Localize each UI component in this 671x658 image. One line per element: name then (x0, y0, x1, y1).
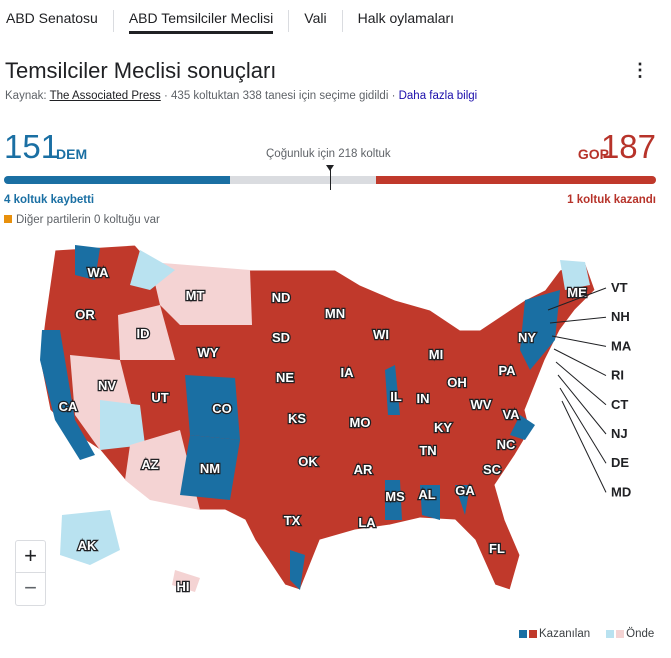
source-line: Kaynak: The Associated Press · 435 koltu… (5, 90, 478, 102)
gop-won-swatch (529, 630, 537, 638)
state-label-tn[interactable]: TN (418, 442, 438, 460)
callout-line-nj (557, 374, 607, 435)
state-label-vt[interactable]: VT (611, 280, 628, 295)
state-label-md[interactable]: MD (611, 484, 631, 499)
state-label-nd[interactable]: ND (270, 289, 291, 307)
state-label-de[interactable]: DE (611, 455, 629, 470)
dem-lead-swatch (606, 630, 615, 638)
state-label-ks[interactable]: KS (287, 410, 308, 428)
state-label-me[interactable]: ME (566, 284, 588, 302)
state-label-tx[interactable]: TX (282, 512, 301, 530)
us-house-map[interactable]: WA OR ID MT WY ND SD NE KS OK TX NM AZ UT CO NV CA MN WI IA… (0, 230, 671, 630)
zoom-in-button[interactable]: + (16, 541, 45, 573)
zoom-out-button[interactable]: − (24, 575, 37, 600)
state-label-ky[interactable]: KY (433, 419, 454, 437)
state-label-ia[interactable]: IA (339, 364, 355, 382)
tab-house[interactable]: ABD Temsilciler Meclisi (114, 10, 290, 34)
state-label-ca[interactable]: CA (57, 398, 79, 416)
state-label-wa[interactable]: WA (86, 264, 110, 282)
tab-ballot-measures[interactable]: Halk oylamaları (357, 10, 455, 26)
state-label-nh[interactable]: NH (611, 309, 630, 324)
state-label-ne[interactable]: NE (275, 369, 296, 387)
state-label-in[interactable]: IN (415, 390, 431, 408)
state-label-mn[interactable]: MN (324, 305, 347, 323)
state-label-al[interactable]: AL (417, 486, 437, 504)
state-label-pa[interactable]: PA (497, 362, 517, 380)
state-label-oh[interactable]: OH (446, 374, 468, 392)
callout-line-ct (555, 361, 607, 406)
state-label-sd[interactable]: SD (271, 329, 292, 347)
state-label-ak[interactable]: AK (76, 537, 98, 555)
dem-label: DEM (56, 146, 88, 162)
state-label-sc[interactable]: SC (482, 461, 503, 479)
state-label-fl[interactable]: FL (488, 540, 506, 558)
race-tabs: ABD Senatosu ABD Temsilciler Meclisi Val… (6, 10, 469, 34)
state-label-mi[interactable]: MI (428, 346, 445, 364)
source-link[interactable]: The Associated Press (49, 90, 161, 102)
dem-bar (4, 176, 231, 184)
state-label-mt[interactable]: MT (184, 287, 205, 305)
map-legend: Kazanılan Önde (519, 628, 654, 640)
state-label-wv[interactable]: WV (469, 396, 493, 414)
state-label-va[interactable]: VA (501, 406, 521, 424)
map-zoom-controls: + − (15, 540, 46, 606)
dem-won-areas (40, 245, 560, 590)
state-label-ms[interactable]: MS (384, 488, 406, 506)
state-label-ma[interactable]: MA (611, 338, 632, 353)
callout-line-ma (551, 335, 607, 347)
state-label-ok[interactable]: OK (297, 453, 320, 471)
state-label-la[interactable]: LA (357, 514, 377, 532)
callout-line-ri (553, 348, 607, 377)
state-label-co[interactable]: CO (211, 400, 233, 418)
state-label-nc[interactable]: NC (495, 436, 517, 454)
tab-senate[interactable]: ABD Senatosu (6, 10, 114, 32)
state-label-mo[interactable]: MO (348, 414, 371, 432)
callout-line-de (559, 387, 607, 464)
state-label-wy[interactable]: WY (196, 344, 220, 362)
state-label-wi[interactable]: WI (372, 326, 390, 344)
state-label-or[interactable]: OR (74, 306, 97, 324)
dem-won-swatch (519, 630, 527, 638)
state-label-nv[interactable]: NV (97, 377, 118, 395)
state-label-ar[interactable]: AR (352, 461, 374, 479)
state-label-ny[interactable]: NY (517, 329, 538, 347)
callout-line-nh (549, 316, 607, 324)
state-label-ut[interactable]: UT (150, 389, 170, 407)
tab-governor[interactable]: Vali (289, 10, 343, 32)
state-label-id[interactable]: ID (135, 325, 151, 343)
state-label-nj[interactable]: NJ (611, 426, 628, 441)
callout-line-md (561, 400, 607, 493)
majority-marker (326, 165, 334, 190)
gop-seat-count: 187 (600, 128, 656, 165)
dem-seat-count: 151 (4, 128, 60, 165)
page-title: Temsilciler Meclisi sonuçları (5, 58, 277, 83)
state-label-az[interactable]: AZ (140, 456, 160, 474)
callout-line-vt (547, 287, 607, 311)
other-swatch (4, 215, 12, 223)
state-label-ri[interactable]: RI (611, 368, 624, 383)
gop-label: GOP (577, 146, 609, 162)
more-info-link[interactable]: Daha fazla bilgi (398, 90, 478, 102)
dem-change: 4 koltuk kaybetti (4, 194, 95, 206)
other-parties: Diğer partilerin 0 koltuğu var (4, 214, 160, 226)
majority-label: Çoğunluk için 218 koltuk (266, 148, 391, 160)
state-label-ct[interactable]: CT (611, 397, 628, 412)
gop-bar (375, 176, 656, 184)
gop-lead-swatch (616, 630, 625, 638)
gop-change: 1 koltuk kazandı (567, 194, 656, 206)
state-label-hi[interactable]: HI (175, 578, 191, 596)
state-label-nm[interactable]: NM (199, 460, 222, 478)
state-label-il[interactable]: IL (389, 388, 403, 406)
state-label-ga[interactable]: GA (454, 482, 477, 500)
more-options-icon[interactable]: ⋮ (631, 60, 649, 80)
